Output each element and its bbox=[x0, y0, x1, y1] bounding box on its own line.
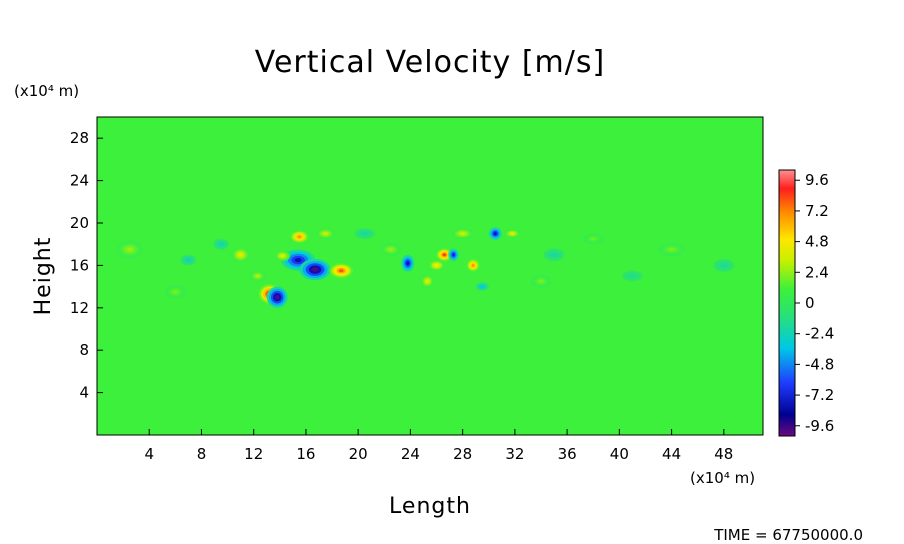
y-tick-label: 8 bbox=[79, 341, 89, 359]
x-axis-label: Length bbox=[389, 494, 471, 519]
y-tick-label: 20 bbox=[70, 214, 89, 232]
x-tick-label: 20 bbox=[349, 445, 368, 463]
colorbar-tick-label: 9.6 bbox=[805, 171, 829, 189]
y-tick-label: 24 bbox=[70, 172, 89, 190]
y-axis-label: Height bbox=[31, 237, 56, 316]
heatmap-cell-31-4 bbox=[591, 237, 596, 240]
x-tick-label: 44 bbox=[662, 445, 681, 463]
heatmap-cell-23-4 bbox=[219, 243, 223, 246]
heatmap-cell-18-4 bbox=[460, 232, 465, 235]
heatmap-cell-25-4 bbox=[362, 232, 367, 235]
x-tick-label: 16 bbox=[296, 445, 315, 463]
heatmap-cell-19-4 bbox=[480, 285, 484, 288]
x-axis-ticks: 4 8 12 16 20 24 28 32 36 40 44 48 bbox=[144, 429, 733, 463]
heatmap-cell-7-4 bbox=[238, 253, 243, 257]
heatmap-cell-26-4 bbox=[551, 253, 557, 257]
heatmap-cell-15-4 bbox=[471, 264, 475, 267]
y-tick-label: 16 bbox=[70, 256, 89, 274]
x-tick-label: 32 bbox=[505, 445, 524, 463]
colorbar-tick-label: 4.8 bbox=[805, 233, 829, 251]
colorbar-tick-label: -4.8 bbox=[805, 355, 834, 373]
heatmap-cell-6-4 bbox=[338, 269, 344, 273]
y-axis-ticks: 4 8 12 16 20 24 28 bbox=[70, 129, 103, 402]
colorbar-tick-label: -7.2 bbox=[805, 386, 834, 404]
y-tick-label: 12 bbox=[70, 299, 89, 317]
y-tick-label: 4 bbox=[79, 384, 89, 402]
chart-title: Vertical Velocity [m/s] bbox=[255, 45, 605, 80]
heatmap-cell-2-4 bbox=[294, 257, 302, 263]
heatmap-cell-13-4 bbox=[434, 264, 439, 267]
colorbar-tick-label: 0 bbox=[805, 294, 815, 312]
colorbar-tick-label: 2.4 bbox=[805, 263, 829, 281]
heatmap-cell-30-4 bbox=[630, 274, 635, 278]
x-tick-label: 28 bbox=[453, 445, 472, 463]
colorbar-tick-label: 7.2 bbox=[805, 202, 829, 220]
y-unit-label: (x10⁴ m) bbox=[14, 82, 79, 100]
heatmap-cell-1-4 bbox=[275, 295, 280, 300]
x-tick-label: 40 bbox=[610, 445, 629, 463]
x-tick-label: 12 bbox=[244, 445, 263, 463]
heatmap-cell-14-4 bbox=[426, 280, 429, 283]
colorbar-tick-label: -9.6 bbox=[805, 417, 834, 435]
heatmap-cell-10-4 bbox=[406, 261, 410, 265]
x-tick-label: 24 bbox=[401, 445, 420, 463]
heatmap-cell-27-4 bbox=[538, 280, 544, 283]
heatmap-cell-28-4 bbox=[668, 248, 675, 251]
plot-frame bbox=[96, 116, 764, 436]
heatmap-cell-9-4 bbox=[256, 274, 260, 278]
heatmap-cell-5-4 bbox=[297, 235, 302, 239]
heatmap-cell-3-4 bbox=[311, 267, 319, 272]
y-tick-label: 28 bbox=[70, 129, 89, 147]
heatmap-cell-12-4 bbox=[452, 253, 455, 257]
heatmap-cell-4-4 bbox=[280, 254, 285, 257]
heatmap-cell-17-4 bbox=[510, 232, 514, 235]
x-tick-label: 8 bbox=[197, 445, 207, 463]
heatmap-cell-21-4 bbox=[127, 247, 133, 252]
x-tick-label: 36 bbox=[558, 445, 577, 463]
x-tick-label: 4 bbox=[144, 445, 154, 463]
heatmap-cell-22-4 bbox=[186, 259, 190, 262]
time-label: TIME = 67750000.0 bbox=[713, 526, 863, 544]
heatmap-cell-11-4 bbox=[442, 253, 446, 257]
colorbar bbox=[778, 169, 796, 437]
heatmap-cell-29-4 bbox=[721, 264, 726, 267]
colorbar-tick-label: -2.4 bbox=[805, 325, 834, 343]
heatmap-cell-20-4 bbox=[388, 248, 393, 251]
heatmap-features bbox=[116, 227, 735, 308]
x-tick-label: 48 bbox=[714, 445, 733, 463]
x-unit-label: (x10⁴ m) bbox=[690, 469, 755, 487]
heatmap-cell-16-4 bbox=[493, 232, 497, 235]
heatmap-cell-8-4 bbox=[323, 232, 328, 235]
heatmap-cell-24-4 bbox=[173, 290, 178, 294]
colorbar-ticks: 9.6 7.2 4.8 2.4 0 -2.4 -4.8 -7.2 -9.6 bbox=[795, 171, 834, 435]
